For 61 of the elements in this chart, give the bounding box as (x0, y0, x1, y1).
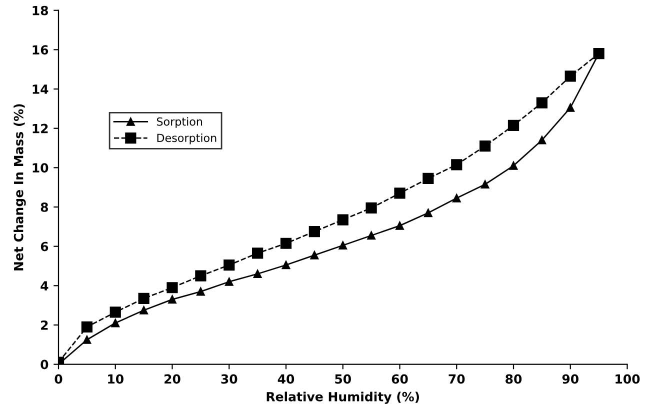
legend-label: Sorption (156, 117, 202, 128)
point (282, 260, 290, 270)
point (536, 97, 548, 108)
point (224, 259, 235, 271)
x-tick-label: 100 (616, 374, 640, 384)
point (195, 270, 206, 282)
y-tick-label: 16 (32, 45, 48, 55)
point (224, 278, 234, 286)
point (253, 270, 262, 278)
x-tick-label: 30 (221, 374, 238, 384)
point (538, 136, 546, 144)
point (166, 282, 178, 294)
point (338, 241, 348, 250)
y-tick-label: 8 (40, 202, 48, 212)
point (310, 251, 319, 260)
x-tick-label: 70 (448, 374, 465, 384)
point (422, 172, 434, 184)
point (81, 321, 92, 333)
point (82, 336, 92, 344)
point (480, 180, 490, 189)
point (451, 159, 462, 170)
point (424, 208, 432, 218)
point (452, 194, 461, 202)
y-tick-label: 10 (32, 163, 48, 173)
x-tick-label: 60 (392, 374, 408, 384)
y-tick-label: 0 (40, 360, 48, 370)
point (396, 222, 404, 230)
point (308, 226, 320, 238)
x-tick-label: 40 (278, 374, 294, 384)
point (509, 162, 518, 170)
y-tick-label: 4 (40, 281, 48, 290)
y-tick-label: 12 (32, 124, 48, 134)
x-tick-label: 20 (164, 374, 180, 384)
point (508, 120, 520, 131)
point (110, 306, 121, 318)
x-tick-label: 90 (562, 374, 578, 384)
point (480, 140, 491, 152)
y-tick-label: 6 (40, 242, 48, 252)
point (140, 306, 148, 314)
point (196, 287, 205, 296)
y-tick-label: 18 (32, 6, 48, 16)
point (111, 318, 120, 328)
point (280, 238, 292, 249)
point (566, 104, 575, 112)
x-tick-label: 50 (335, 374, 351, 384)
x-tick-label: 10 (108, 374, 124, 384)
point (367, 231, 376, 240)
x-axis-title: Relative Humidity (%) (266, 392, 419, 404)
point (366, 202, 377, 214)
point (168, 295, 176, 304)
x-tick-label: 80 (506, 374, 522, 384)
y-tick-label: 2 (41, 320, 48, 330)
point (564, 70, 576, 82)
x-tick-label: 0 (54, 374, 62, 384)
point (394, 188, 406, 199)
y-axis-title: Net Change In Mass (%) (14, 104, 26, 270)
point (138, 292, 150, 304)
y-tick-label: 14 (32, 84, 48, 94)
point (337, 214, 348, 226)
legend-label: Desorption (157, 133, 216, 144)
point (252, 248, 264, 259)
